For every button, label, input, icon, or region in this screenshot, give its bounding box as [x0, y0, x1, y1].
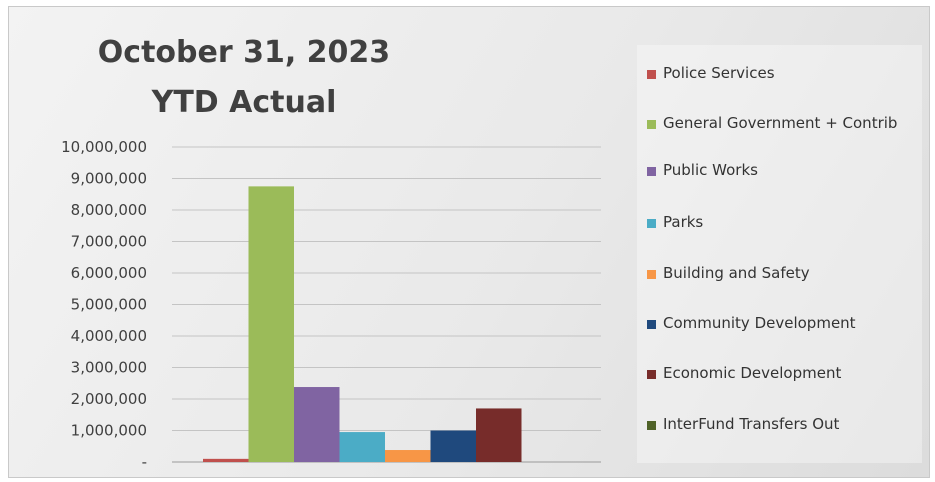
legend-swatch	[647, 370, 656, 379]
y-tick-label: 7,000,000	[71, 233, 147, 251]
legend-swatch	[647, 320, 656, 329]
legend-item: Community Development	[647, 313, 917, 333]
y-tick-label: 4,000,000	[71, 327, 147, 345]
legend-label: Building and Safety	[663, 264, 810, 282]
y-tick-label: 3,000,000	[71, 359, 147, 377]
bar-public-works	[294, 387, 340, 462]
legend-swatch	[647, 421, 656, 430]
chart-legend: Police Services General Government + Cont…	[637, 45, 922, 463]
bar-general-government-contrib	[248, 186, 294, 462]
legend-swatch	[647, 270, 656, 279]
legend-label: Public Works	[663, 161, 758, 179]
legend-item: General Government + Contrib	[647, 113, 917, 133]
y-tick-label: 2,000,000	[71, 390, 147, 408]
legend-label: InterFund Transfers Out	[663, 415, 840, 433]
chart-frame: October 31, 2023 YTD Actual - 1,000,000 2,…	[8, 6, 930, 478]
y-tick-label: 1,000,000	[71, 422, 147, 440]
legend-item: InterFund Transfers Out	[647, 414, 917, 434]
legend-item: Police Services	[647, 63, 917, 83]
legend-label: Community Development	[663, 314, 856, 332]
legend-swatch	[647, 120, 656, 129]
y-tick-label: -	[142, 453, 147, 471]
bar-economic-development	[476, 408, 522, 462]
y-tick-label: 8,000,000	[71, 201, 147, 219]
y-tick-label: 5,000,000	[71, 296, 147, 314]
legend-swatch	[647, 167, 656, 176]
legend-label: Economic Development	[663, 364, 842, 382]
y-tick-label: 6,000,000	[71, 264, 147, 282]
legend-label: General Government + Contrib	[663, 114, 898, 132]
legend-item: Public Works	[647, 160, 917, 180]
bar-parks	[339, 432, 385, 462]
chart-title-line-2: YTD Actual	[151, 85, 337, 120]
plot-area: - 1,000,000 2,000,000 3,000,000 4,000,000 5,0…	[61, 138, 601, 471]
chart-title-line-1: October 31, 2023	[97, 35, 391, 70]
legend-label: Police Services	[663, 64, 775, 82]
legend-item: Parks	[647, 212, 917, 232]
legend-swatch	[647, 219, 656, 228]
legend-swatch	[647, 70, 656, 79]
bar-community-development	[430, 430, 476, 462]
legend-item: Building and Safety	[647, 263, 917, 283]
y-tick-label: 10,000,000	[61, 138, 147, 156]
bar-police-services	[203, 458, 249, 462]
bar-building-and-safety	[385, 450, 431, 462]
legend-label: Parks	[663, 213, 704, 231]
legend-item: Economic Development	[647, 363, 917, 383]
y-tick-label: 9,000,000	[71, 170, 147, 188]
